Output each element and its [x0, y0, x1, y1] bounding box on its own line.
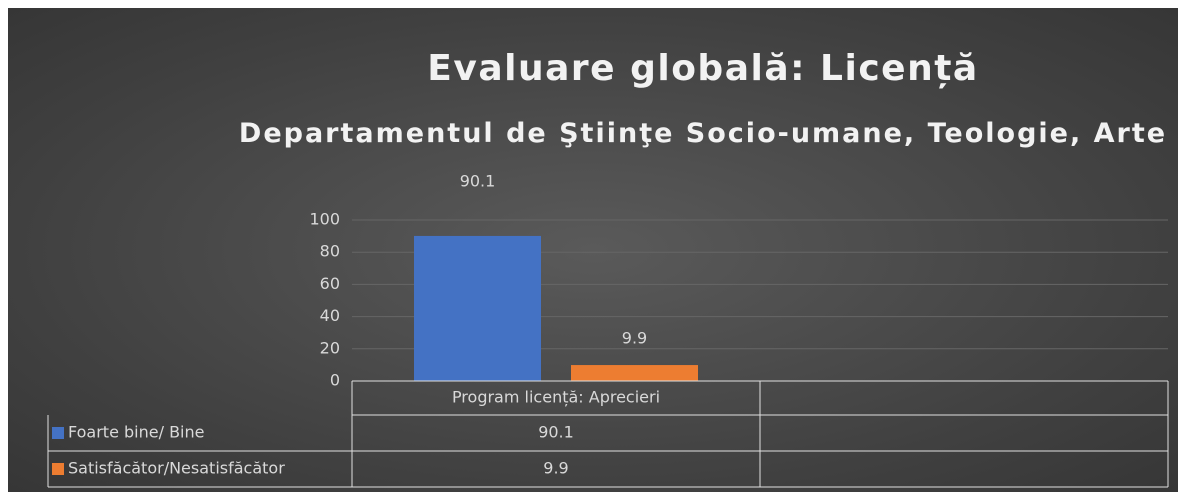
data-label: 90.1: [460, 172, 496, 191]
chart: 0 20 40 60 80 100 90.1 9.9 Program licență: Apre…: [47, 172, 1169, 488]
x-tick-label: Program licență: Aprecieri: [452, 388, 660, 407]
bar: [571, 365, 698, 381]
chart-subtitle: Departamentul de Ştiinţe Socio-umane, Te…: [238, 118, 1168, 149]
table-value: 90.1: [538, 423, 574, 442]
legend-swatch: [52, 463, 64, 475]
y-tick-label: 80: [320, 242, 340, 261]
legend-label: Satisfăcător/Nesatisfăcător: [68, 459, 285, 478]
chart-title: Evaluare globală: Licență: [427, 48, 979, 89]
y-tick-label: 100: [309, 210, 340, 229]
data-label: 9.9: [622, 329, 647, 348]
chart-area: Evaluare globală: Licență Departamentul …: [8, 8, 1178, 492]
y-tick-label: 0: [330, 371, 340, 390]
legend-swatch: [52, 427, 64, 439]
bar: [414, 235, 541, 381]
legend-label: Foarte bine/ Bine: [68, 423, 204, 442]
y-tick-label: 60: [320, 274, 340, 293]
y-tick-label: 40: [320, 306, 340, 325]
table-value: 9.9: [543, 459, 568, 478]
y-tick-label: 20: [320, 338, 340, 357]
